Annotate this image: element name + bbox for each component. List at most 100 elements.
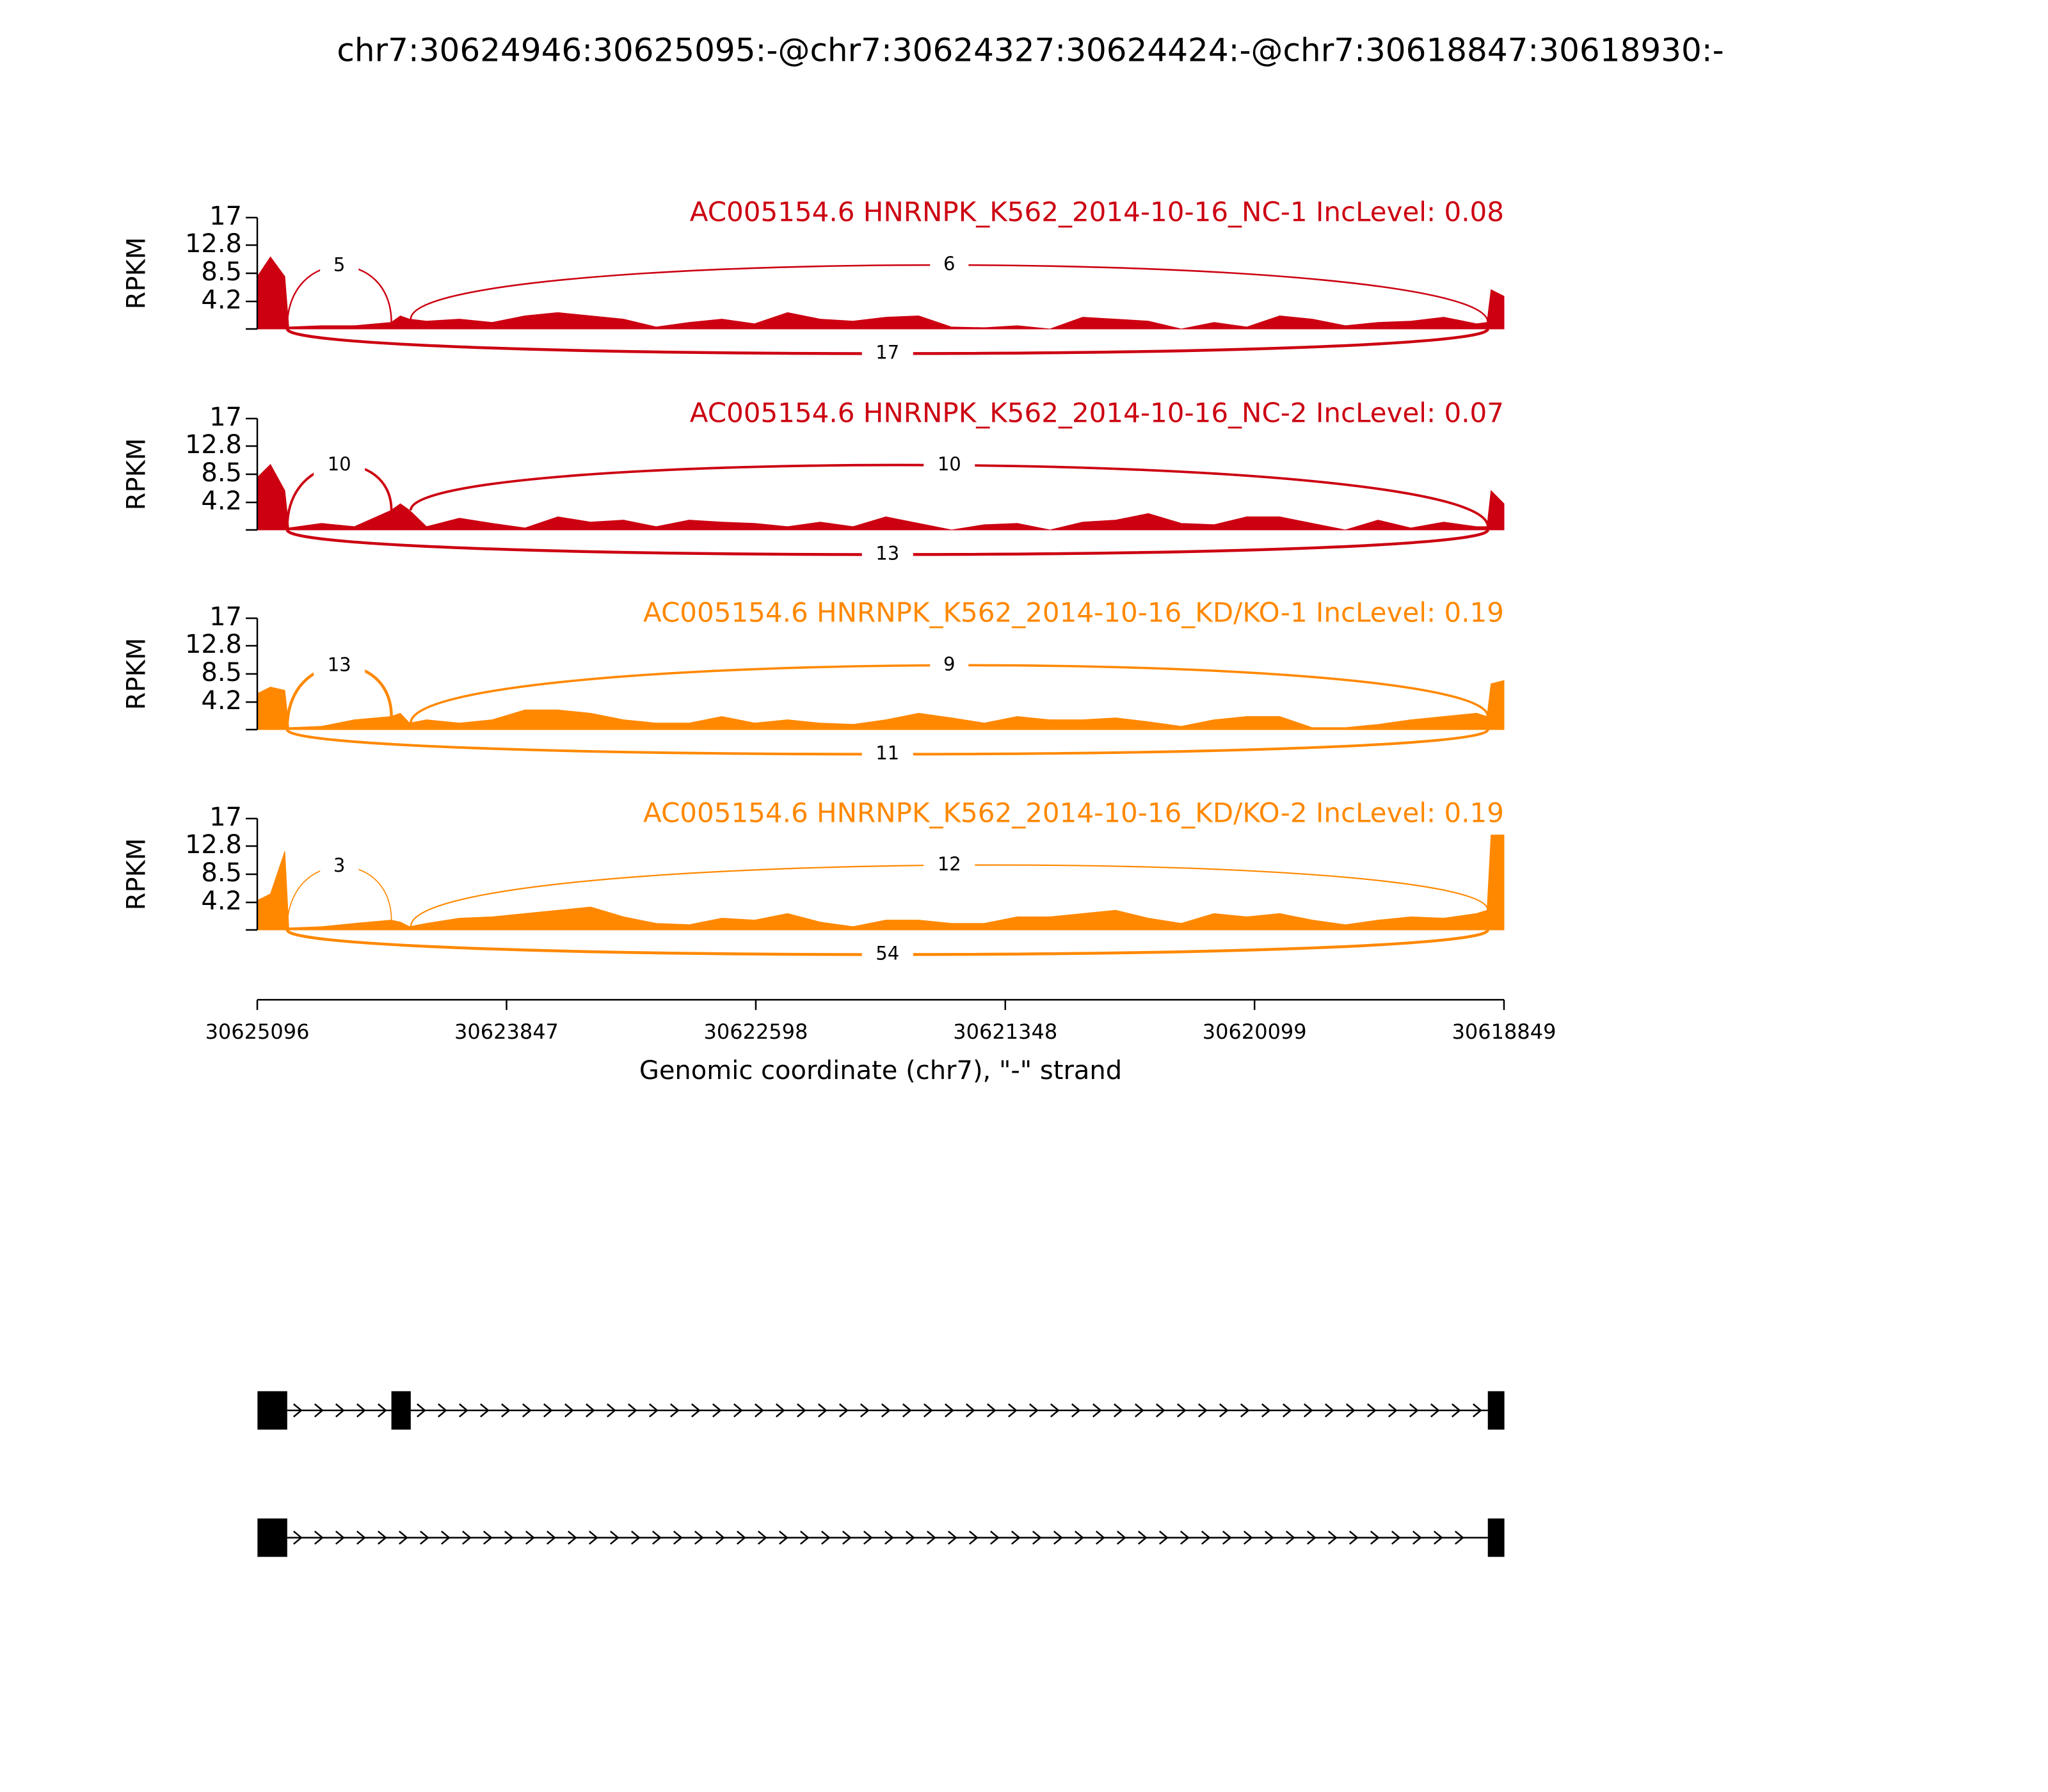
junction-label: 54 [876, 942, 899, 964]
strand-chevron [500, 1403, 511, 1418]
strand-chevron [1451, 1403, 1461, 1418]
junction-label: 3 [333, 854, 345, 876]
y-tick-label: 12.8 [185, 830, 242, 860]
strand-chevron [860, 1403, 870, 1418]
strand-chevron [606, 1403, 616, 1418]
junction-label-bg [930, 653, 969, 677]
strand-chevron [1261, 1403, 1271, 1418]
strand-chevron [820, 1530, 831, 1545]
strand-chevron [712, 1403, 722, 1418]
junction-label-bg [861, 342, 913, 365]
junction-label-bg [930, 253, 969, 277]
junction-label-bg [320, 855, 359, 879]
x-tick-label: 30622598 [704, 1020, 808, 1044]
strand-chevron [292, 1403, 303, 1418]
strand-chevron [1011, 1530, 1021, 1545]
strand-chevron [1409, 1403, 1419, 1418]
panel-title: AC005154.6 HNRNPK_K562_2014-10-16_KD/KO-… [643, 597, 1504, 628]
strand-chevron [1366, 1403, 1377, 1418]
strand-chevron [416, 1403, 426, 1418]
strand-chevron [775, 1403, 785, 1418]
junction-label-bg [924, 853, 975, 877]
strand-chevron [458, 1403, 468, 1418]
strand-chevron [1348, 1530, 1359, 1545]
y-tick-label: 17 [209, 602, 242, 632]
strand-chevron [669, 1403, 680, 1418]
strand-chevron [884, 1530, 894, 1545]
strand-chevron [652, 1530, 662, 1545]
strand-chevron [648, 1403, 659, 1418]
junction-label: 13 [876, 542, 899, 564]
strand-chevron [461, 1530, 472, 1545]
strand-chevron [1158, 1530, 1169, 1545]
strand-chevron [546, 1530, 556, 1545]
strand-chevron [1433, 1530, 1443, 1545]
strand-chevron [733, 1403, 743, 1418]
junction-label-bg [320, 254, 359, 278]
junction-label: 10 [328, 453, 351, 475]
junction-label-bg [861, 742, 913, 766]
strand-chevron [694, 1530, 704, 1545]
strand-chevron [377, 1530, 387, 1545]
junction-label: 5 [333, 254, 345, 276]
panel-title: AC005154.6 HNRNPK_K562_2014-10-16_NC-1 I… [690, 196, 1504, 228]
junction-label: 10 [938, 453, 961, 475]
y-tick-label: 17 [209, 202, 242, 231]
strand-chevron [842, 1530, 852, 1545]
junction-label: 6 [943, 253, 955, 275]
y-tick-label: 17 [209, 403, 242, 432]
strand-chevron [1180, 1530, 1190, 1545]
x-tick-label: 30620099 [1203, 1020, 1307, 1044]
coverage-area [257, 463, 1505, 531]
y-tick-label: 4.2 [201, 886, 242, 916]
strand-chevron [1282, 1403, 1292, 1418]
strand-chevron [1137, 1530, 1148, 1545]
strand-chevron [1391, 1530, 1401, 1545]
y-tick-label: 4.2 [201, 285, 242, 315]
strand-chevron [419, 1530, 429, 1545]
strand-chevron [863, 1530, 873, 1545]
strand-chevron [1134, 1403, 1144, 1418]
strand-chevron [1176, 1403, 1187, 1418]
y-tick-label: 8.5 [201, 458, 242, 488]
strand-chevron [881, 1403, 891, 1418]
exon [1487, 1391, 1505, 1430]
strand-chevron [1074, 1530, 1084, 1545]
strand-chevron [1264, 1530, 1274, 1545]
strand-chevron [1028, 1403, 1039, 1418]
y-tick-label: 8.5 [201, 658, 242, 687]
strand-chevron [947, 1530, 957, 1545]
strand-chevron [817, 1403, 828, 1418]
strand-chevron [627, 1403, 637, 1418]
x-axis-label: Genomic coordinate (chr7), "-" strand [639, 1056, 1122, 1085]
y-tick-label: 17 [209, 803, 242, 832]
junction-label-bg [861, 943, 913, 966]
strand-chevron [1053, 1530, 1063, 1545]
strand-chevron [1197, 1403, 1208, 1418]
strand-chevron [314, 1403, 324, 1418]
strand-chevron [335, 1403, 345, 1418]
strand-chevron [1201, 1530, 1211, 1545]
strand-chevron [1454, 1530, 1464, 1545]
strand-chevron [437, 1403, 447, 1418]
strand-chevron [1155, 1403, 1165, 1418]
strand-chevron [1032, 1530, 1042, 1545]
coverage-area [257, 680, 1505, 730]
strand-chevron [356, 1403, 366, 1418]
exon [257, 1391, 287, 1430]
strand-chevron [1430, 1403, 1440, 1418]
junction-label-bg [314, 454, 365, 477]
junction-label: 11 [876, 742, 899, 764]
strand-chevron [902, 1403, 912, 1418]
y-tick-label: 12.8 [185, 229, 242, 259]
strand-chevron [567, 1530, 577, 1545]
strand-chevron [1303, 1403, 1313, 1418]
junction-label: 13 [328, 653, 351, 675]
strand-chevron [588, 1530, 598, 1545]
y-tick-label: 4.2 [201, 686, 242, 716]
exon [391, 1391, 411, 1430]
y-tick-label: 12.8 [185, 430, 242, 460]
strand-chevron [377, 1403, 387, 1418]
